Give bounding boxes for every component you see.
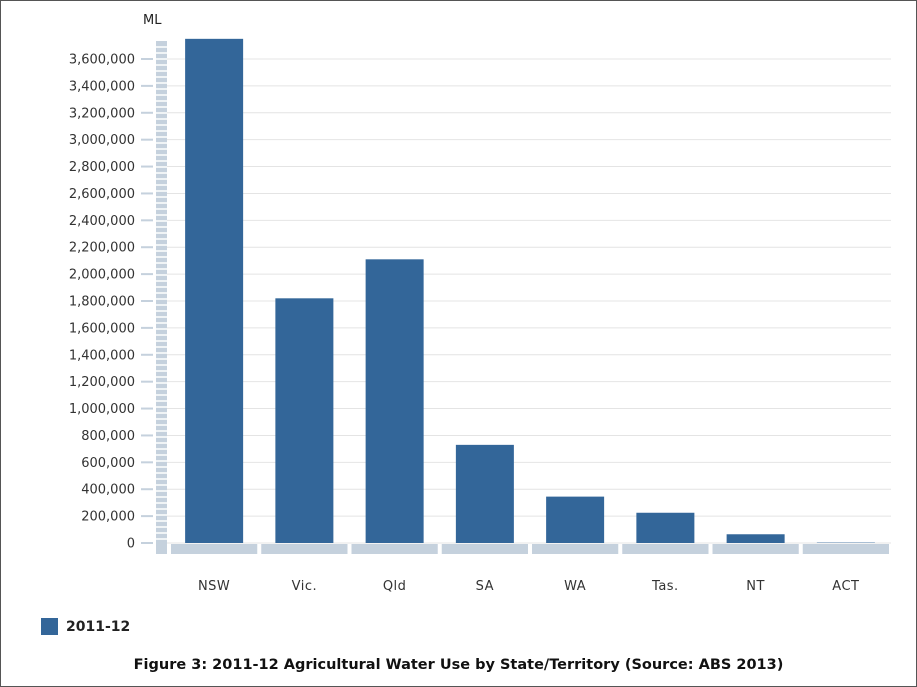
x-tick-label: NSW xyxy=(198,579,230,594)
legend: 2011-12 xyxy=(41,618,130,635)
y-tick-label: 2,000,000 xyxy=(69,268,135,283)
y-axis-unit-label: ML xyxy=(143,13,162,28)
x-tick-label: Vic. xyxy=(292,579,318,594)
bar-nsw xyxy=(185,38,244,543)
x-tick-label: ACT xyxy=(832,579,859,594)
x-tick-label: WA xyxy=(564,579,586,594)
x-axis-segment xyxy=(261,544,348,554)
bar-tas xyxy=(636,512,695,543)
y-tick-label: 800,000 xyxy=(81,429,135,444)
y-tick-label: 3,600,000 xyxy=(69,53,135,68)
bar-qld xyxy=(365,259,424,543)
y-tick-label: 1,600,000 xyxy=(69,321,135,336)
y-tick-label: 3,400,000 xyxy=(69,79,135,94)
y-tick-label: 1,200,000 xyxy=(69,375,135,390)
bars xyxy=(185,38,875,543)
y-tick-label: 3,000,000 xyxy=(69,133,135,148)
x-axis-segment xyxy=(622,544,709,554)
y-tick-label: 600,000 xyxy=(81,456,135,471)
axes xyxy=(141,41,889,554)
grid-lines xyxy=(156,58,891,544)
y-tick-label: 2,600,000 xyxy=(69,187,135,202)
y-tick-label: 400,000 xyxy=(81,483,135,498)
y-axis xyxy=(156,41,167,554)
y-tick-label: 3,200,000 xyxy=(69,106,135,121)
y-tick-label: 2,200,000 xyxy=(69,241,135,256)
bar-wa xyxy=(546,496,605,543)
x-tick-label: Tas. xyxy=(651,579,679,594)
legend-label: 2011-12 xyxy=(66,618,131,635)
y-tick-labels: 0 200,000 400,000 600,000 800,000 1,000,000 1,… xyxy=(69,53,135,552)
x-axis-segment xyxy=(712,544,799,554)
y-tick-label: 2,400,000 xyxy=(69,214,135,229)
x-axis-segment xyxy=(532,544,619,554)
legend-swatch xyxy=(41,618,58,635)
x-tick-label: SA xyxy=(476,579,494,594)
bar-nt xyxy=(726,534,785,543)
y-tick-label: 2,800,000 xyxy=(69,160,135,175)
bar-vic xyxy=(275,298,334,543)
x-axis-segment xyxy=(351,544,438,554)
x-axis-segment xyxy=(802,544,889,554)
y-tick-label: 1,000,000 xyxy=(69,402,135,417)
x-axis-segment xyxy=(171,544,258,554)
y-tick-label: 0 xyxy=(127,537,135,552)
bar-sa xyxy=(455,444,514,543)
x-tick-label: Qld xyxy=(383,579,407,594)
x-tick-label: NT xyxy=(746,579,765,594)
y-tick-label: 1,800,000 xyxy=(69,295,135,310)
x-tick-labels: NSW Vic. Qld SA WA Tas. NT ACT xyxy=(198,579,859,594)
x-axis-segment xyxy=(441,544,528,554)
figure-caption: Figure 3: 2011-12 Agricultural Water Use… xyxy=(133,657,784,673)
y-tick-label: 200,000 xyxy=(81,510,135,525)
y-tick-label: 1,400,000 xyxy=(69,348,135,363)
